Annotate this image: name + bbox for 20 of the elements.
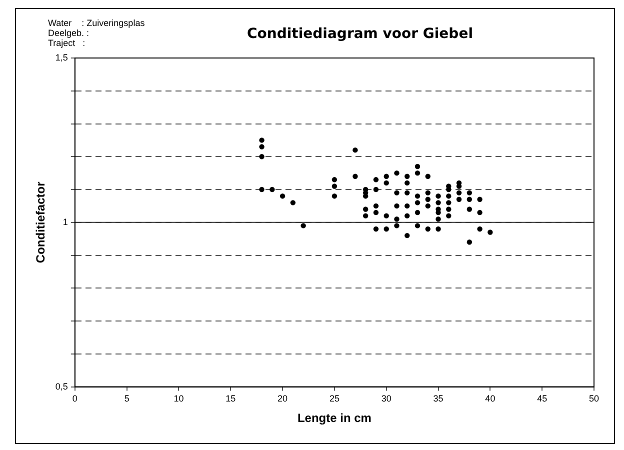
- text: Traject :: [48, 38, 86, 48]
- x-tick-label: 0: [72, 394, 78, 404]
- x-tick-label: 25: [329, 394, 340, 404]
- y-tick-label: 1: [62, 216, 68, 227]
- chart-title: Conditiediagram voor Giebel: [246, 26, 474, 42]
- x-tick-label: 50: [588, 394, 600, 404]
- x-tick-label: 15: [226, 394, 236, 404]
- y-tick-label: 0,5: [55, 381, 68, 392]
- x-axis-title: Lengte in cm: [297, 411, 372, 426]
- text: Water : Zuiveringsplas: [48, 18, 145, 28]
- text: Deelgeb. :: [48, 28, 90, 38]
- x-tick-label: 35: [433, 394, 444, 404]
- y-tick-label: 1,5: [55, 52, 68, 62]
- x-tick-label: 30: [381, 394, 392, 404]
- y-axis-title: Conditiefactor: [34, 181, 48, 264]
- x-tick-label: 10: [174, 394, 184, 404]
- x-tick-label: 5: [124, 394, 130, 404]
- x-tick-label: 45: [537, 394, 548, 404]
- x-tick-label: 20: [278, 394, 288, 404]
- x-tick-label: 40: [485, 394, 496, 404]
